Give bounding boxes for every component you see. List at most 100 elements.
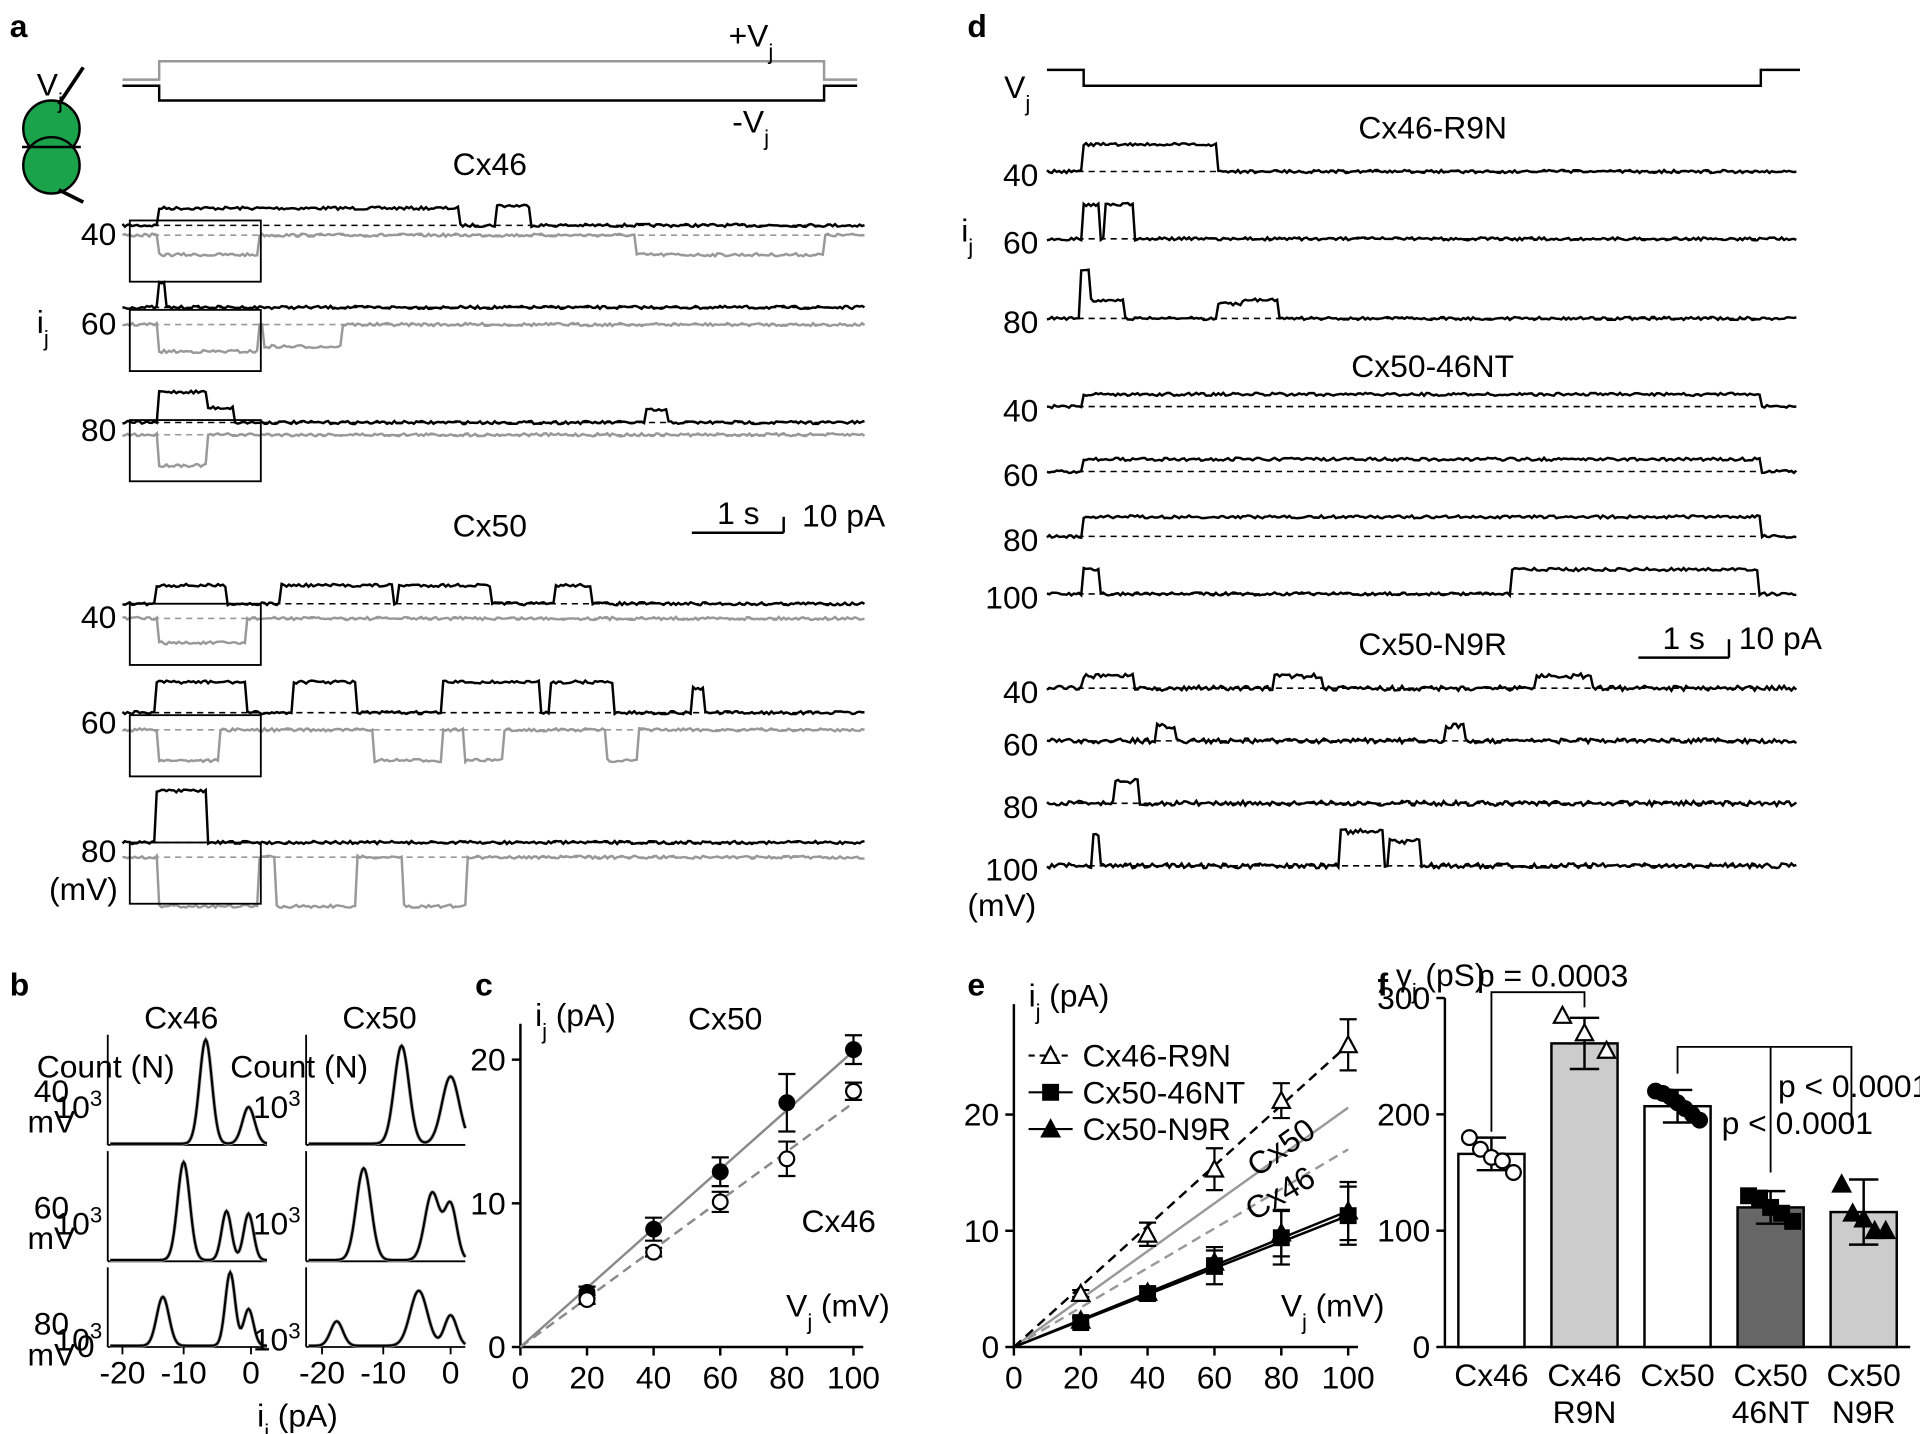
text-part: Count (N) <box>230 1049 368 1085</box>
text-part: 80 <box>34 1306 69 1342</box>
text-part: 20 <box>1063 1360 1098 1396</box>
text-part: 10 <box>253 1205 288 1241</box>
marker <box>1505 1164 1522 1181</box>
label: 1 s <box>717 495 759 531</box>
marker <box>778 1094 796 1112</box>
text-part: 100 <box>1377 1213 1430 1249</box>
marker <box>1842 1202 1864 1222</box>
label: 103 <box>54 1318 102 1358</box>
text-part: 3 <box>90 1086 102 1111</box>
current-trace <box>1046 268 1797 322</box>
text-part: j <box>763 125 769 150</box>
current-trace <box>1046 721 1798 746</box>
histogram <box>110 1270 268 1347</box>
axis-label: Vj (mV) <box>1281 1287 1385 1334</box>
legend-label: Cx50-N9R <box>1082 1111 1231 1147</box>
text-part: Cx50-N9R <box>1082 1111 1231 1147</box>
marker <box>845 1041 862 1059</box>
text-part: p < 0.0001 <box>1778 1068 1920 1104</box>
x-tick-label: 40 <box>1130 1360 1165 1396</box>
fit-line <box>1013 1209 1349 1349</box>
label: -10 <box>161 1355 207 1391</box>
zoom-box <box>128 419 262 483</box>
legend-label: Cx46-R9N <box>1082 1038 1231 1074</box>
text-part: 10 <box>470 1185 505 1221</box>
y-tick-label: 20 <box>470 1042 505 1078</box>
text-part: Count (N) <box>37 1049 175 1085</box>
marker <box>1574 1022 1595 1042</box>
text-part: 0 <box>77 1328 95 1364</box>
text-part: Cx46 <box>1547 1357 1621 1393</box>
text-part: 20 <box>470 1042 505 1078</box>
marker <box>1204 1158 1225 1178</box>
marker <box>1471 1140 1489 1158</box>
text-part: -20 <box>99 1355 145 1391</box>
text-part: 60 <box>81 305 116 341</box>
text-part: p = 0.0003 <box>1477 957 1628 993</box>
marker <box>711 1193 729 1211</box>
histogram <box>110 1160 268 1262</box>
cell-icon <box>22 66 85 204</box>
marker <box>1204 1251 1225 1271</box>
label: -20 <box>299 1355 345 1391</box>
text-part: 40 <box>636 1360 671 1396</box>
voltage-protocol <box>122 60 858 81</box>
annotation: p < 0.0001 <box>1778 1068 1920 1104</box>
text-part: 100 <box>985 580 1038 616</box>
text-part: mV <box>28 1336 77 1372</box>
text-part: V <box>1281 1287 1303 1323</box>
text-part: 3 <box>90 1202 102 1227</box>
text-part: -10 <box>360 1355 406 1391</box>
text-part: Cx46 <box>453 146 527 182</box>
label: 80 <box>81 833 116 869</box>
text-part: -10 <box>161 1355 207 1391</box>
label: 40 <box>81 216 116 252</box>
marker <box>1137 1281 1159 1301</box>
x-tick-label: 0 <box>1005 1360 1023 1396</box>
text-part: 10 <box>253 1089 288 1125</box>
reference-line <box>1013 1148 1349 1349</box>
current-trace <box>1046 455 1798 475</box>
text-part: 0 <box>1005 1360 1023 1396</box>
current-trace <box>122 388 865 426</box>
label: 100 <box>985 580 1038 616</box>
text-part: Cx50 <box>1640 1357 1714 1393</box>
label: Cx50 <box>342 1000 416 1036</box>
text-part: 40 <box>81 216 116 252</box>
zoom-box <box>128 714 262 778</box>
text-part: 40 <box>1003 674 1038 710</box>
current-trace <box>122 321 866 355</box>
label: 60 <box>1003 727 1038 763</box>
text-part: 60 <box>34 1189 69 1225</box>
text-part: γ <box>1396 957 1412 993</box>
text-part: 10 <box>54 1322 89 1358</box>
label: (mV) <box>49 871 118 907</box>
axis-label: ij (pA) <box>535 997 616 1044</box>
marker <box>1831 1173 1853 1193</box>
label: Cx50-46NT <box>1351 348 1514 384</box>
label: Cx46 <box>453 146 527 182</box>
text-part: 0 <box>442 1355 460 1391</box>
marker <box>1270 1222 1292 1242</box>
text-part: 60 <box>1197 1360 1232 1396</box>
text-part: 40 <box>1003 392 1038 428</box>
text-part: Cx50 <box>1733 1357 1807 1393</box>
fit-line <box>1013 1043 1349 1348</box>
text-part: 1 s <box>1662 620 1704 656</box>
axis-label: Vj (mV) <box>786 1287 890 1334</box>
label: ij (pA) <box>257 1398 338 1434</box>
text-part: 300 <box>1377 980 1430 1016</box>
marker <box>645 1243 663 1261</box>
text-part: 80 <box>1003 304 1038 340</box>
axis-label: ij (pA) <box>1029 978 1110 1025</box>
y-tick-label: 300 <box>1377 980 1430 1016</box>
text-part: d <box>967 8 986 44</box>
text-part: 100 <box>985 851 1038 887</box>
label: ij <box>961 212 973 259</box>
marker <box>711 1163 729 1181</box>
bar <box>1550 1042 1619 1349</box>
marker <box>1875 1219 1897 1240</box>
text-part: V <box>37 67 59 103</box>
text-part: (mV) <box>821 1287 890 1323</box>
text-part: 40 <box>1130 1360 1165 1396</box>
